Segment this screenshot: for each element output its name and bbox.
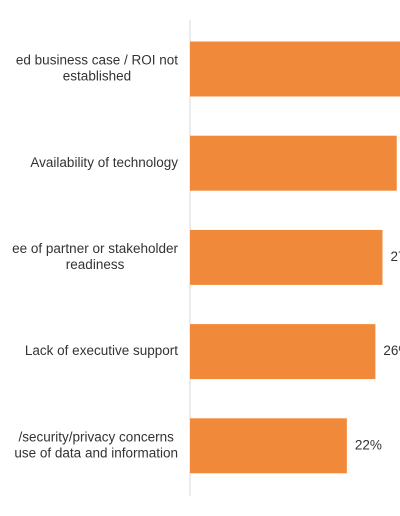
category-label: /security/privacy concerns xyxy=(19,429,175,444)
bar xyxy=(190,135,397,191)
bar xyxy=(190,229,383,285)
category-label: Lack of executive support xyxy=(25,343,178,358)
category-label: Availability of technology xyxy=(30,155,178,170)
category-label: ed business case / ROI not xyxy=(16,53,178,68)
value-label: 26% xyxy=(383,343,400,358)
category-label: use of data and information xyxy=(14,445,178,460)
category-label: ee of partner or stakeholder xyxy=(12,241,178,256)
category-label: readiness xyxy=(66,257,125,272)
bar xyxy=(190,41,400,97)
category-label: established xyxy=(63,69,131,84)
value-label: 22% xyxy=(355,437,382,452)
bar xyxy=(190,324,376,380)
value-label: 27% xyxy=(391,249,400,264)
bar xyxy=(190,418,347,474)
